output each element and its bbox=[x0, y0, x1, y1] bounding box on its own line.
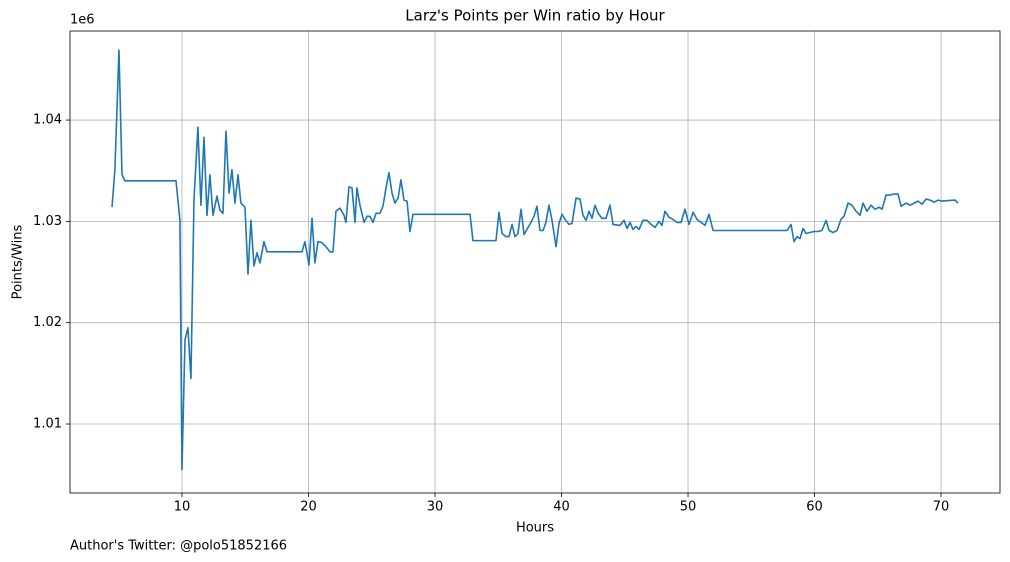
y-tick-label: 1.03 bbox=[33, 214, 62, 229]
x-tick-label: 30 bbox=[427, 500, 444, 515]
x-tick-label: 50 bbox=[680, 500, 697, 515]
y-axis-label: Points/Wins bbox=[11, 224, 26, 299]
chart-title: Larz's Points per Win ratio by Hour bbox=[405, 7, 665, 25]
y-tick-label: 1.01 bbox=[33, 417, 62, 432]
footnote: Author's Twitter: @polo51852166 bbox=[70, 539, 287, 554]
x-axis-label: Hours bbox=[516, 521, 554, 536]
y-offset-label: 1e6 bbox=[70, 13, 95, 28]
x-tick-label: 60 bbox=[806, 500, 823, 515]
y-tick-label: 1.04 bbox=[33, 113, 62, 128]
x-tick-label: 40 bbox=[553, 500, 570, 515]
y-tick-label: 1.02 bbox=[33, 315, 62, 330]
x-tick-label: 20 bbox=[300, 500, 317, 515]
data-line bbox=[111, 49, 959, 471]
x-tick-label: 10 bbox=[174, 500, 191, 515]
plot-frame bbox=[69, 30, 1001, 494]
x-tick-label: 70 bbox=[933, 500, 950, 515]
